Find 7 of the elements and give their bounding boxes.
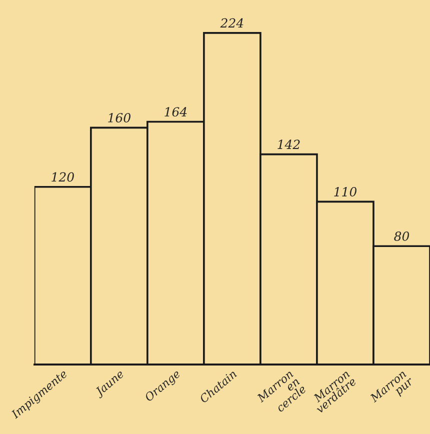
- data-label: 164: [164, 107, 187, 117]
- data-label: 110: [334, 187, 357, 196]
- data-label: 160: [108, 113, 130, 122]
- data-label: 142: [278, 140, 300, 149]
- data-label: 120: [52, 172, 74, 182]
- data-label: 224: [220, 18, 244, 28]
- data-label: 80: [394, 231, 410, 241]
